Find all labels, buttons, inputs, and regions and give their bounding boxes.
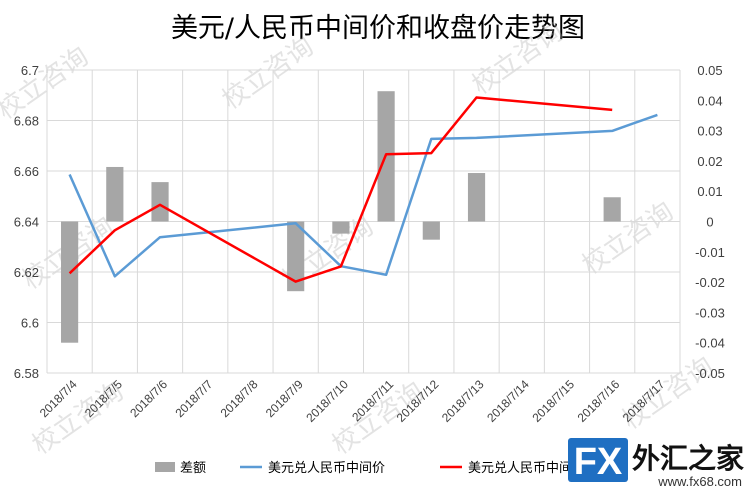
chart-title: 美元/人民币中间价和收盘价走势图 (170, 13, 586, 44)
line-close-price (68, 96, 613, 283)
bar-diff (151, 182, 169, 222)
x-axis-tick: 2018/7/14 (484, 377, 532, 425)
x-axis-tick: 2018/7/9 (263, 377, 306, 420)
bar-diff (467, 173, 486, 222)
legend-label: 美元兑人民币中间价 (268, 461, 385, 476)
right-axis-tick: -0.01 (695, 245, 725, 260)
right-axis-tick: 0.05 (697, 63, 722, 78)
right-axis-tick: 0 (706, 215, 713, 230)
right-axis-tick: -0.03 (695, 305, 725, 320)
legend-label: 差额 (180, 461, 206, 476)
left-axis-tick: 6.58 (14, 366, 39, 381)
right-axis-tick: 0.02 (697, 154, 722, 169)
left-axis-tick: 6.68 (14, 114, 39, 129)
line-mid-price (68, 113, 658, 278)
watermark-text: 校立咨询 (467, 16, 569, 100)
left-axis-tick: 6.7 (21, 63, 39, 78)
right-axis-tick: 0.04 (697, 93, 722, 108)
bar-diff (61, 221, 79, 343)
fx-logo-box (568, 438, 628, 482)
x-axis-tick: 2018/7/15 (529, 377, 577, 425)
x-axis-tick: 2018/7/16 (575, 377, 623, 425)
bar-diff (422, 221, 440, 240)
x-axis-tick: 2018/7/6 (127, 377, 170, 420)
right-axis-tick: 0.03 (697, 124, 722, 139)
right-axis-tick: 0.01 (697, 184, 722, 199)
bar-diff (332, 221, 350, 234)
left-axis-tick: 6.6 (21, 316, 39, 331)
fx-logo-name: 外汇之家 (632, 442, 744, 475)
x-axis-tick: 2018/7/13 (439, 377, 487, 425)
left-axis-tick: 6.64 (14, 215, 39, 230)
bar-diff (106, 166, 124, 222)
right-axis-tick: -0.02 (695, 275, 725, 290)
fx-logo-url: www.fx68.com (657, 474, 742, 489)
watermark-text: 校立咨询 (617, 351, 719, 435)
x-axis-tick: 2018/7/10 (303, 377, 351, 425)
x-axis-tick: 2018/7/8 (218, 377, 261, 420)
bar-diff (603, 197, 621, 222)
legend-label: 美元兑人民币中间价 (468, 461, 585, 476)
legend-swatch-bar (155, 462, 175, 472)
bar-diff (287, 221, 305, 292)
left-axis-tick: 6.66 (14, 164, 39, 179)
right-axis-tick: -0.04 (695, 336, 725, 351)
left-axis-tick: 6.62 (14, 265, 39, 280)
right-axis-tick: -0.05 (695, 366, 725, 381)
watermark-text: 校立咨询 (577, 196, 679, 280)
x-axis-tick: 2018/7/7 (172, 377, 215, 420)
watermark-text: 校立咨询 (217, 31, 319, 115)
fx-logo-text: FX (574, 441, 623, 483)
